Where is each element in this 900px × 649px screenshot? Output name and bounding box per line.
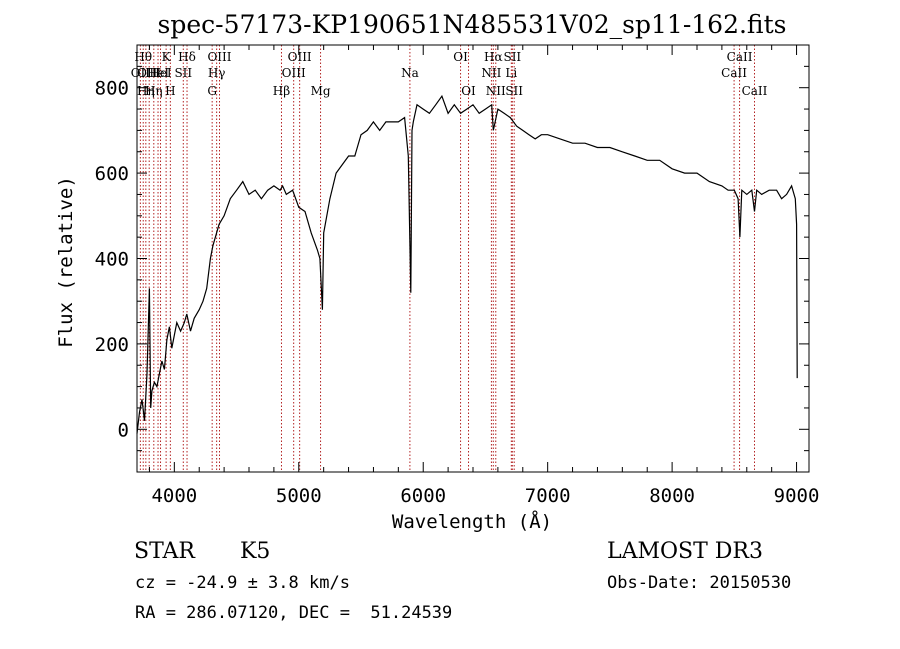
line-label-4: Hη <box>145 84 163 98</box>
object-subclass: K5 <box>240 539 271 564</box>
y-axis-label: Flux (relative) <box>55 176 77 348</box>
line-label-23: NII <box>486 84 506 98</box>
line-label-27: CaII <box>721 66 747 80</box>
line-label-5: HeI <box>147 66 170 80</box>
y-tick-label-400: 400 <box>95 249 129 271</box>
y-tick-label-200: 200 <box>95 334 129 356</box>
line-label-6: HeI <box>149 66 172 80</box>
x-tick-label-4000: 4000 <box>151 485 197 507</box>
line-label-0: OII <box>131 66 151 80</box>
line-label-3: OIII <box>137 66 161 80</box>
x-axis-label: Wavelength (Å) <box>392 510 552 533</box>
line-label-9: SII <box>174 66 192 80</box>
line-label-22: Hα <box>484 50 503 64</box>
line-label-20: OI <box>461 84 476 98</box>
line-label-26: SII <box>505 84 523 98</box>
y-tick-label-600: 600 <box>95 163 129 185</box>
line-label-14: Hβ <box>273 84 290 98</box>
x-tick-label-9000: 9000 <box>774 485 820 507</box>
line-label-12: Hγ <box>208 66 226 80</box>
y-tick-label-0: 0 <box>118 419 129 441</box>
object-class: STAR <box>134 539 195 564</box>
line-label-17: Mg <box>311 84 331 98</box>
line-label-11: G <box>207 84 217 98</box>
line-label-13: OIII <box>207 50 231 64</box>
x-tick-label-5000: 5000 <box>276 485 322 507</box>
axis-ticks: 4000 5000 6000 7000 8000 9000 0 200 400 600 800 <box>95 44 820 507</box>
plot-frame <box>136 44 810 473</box>
x-tick-label-7000: 7000 <box>525 485 571 507</box>
x-tick-label-6000: 6000 <box>400 485 446 507</box>
y-tick-label-800: 800 <box>95 78 129 100</box>
line-label-15: OIII <box>282 66 306 80</box>
line-label-8: H <box>165 84 175 98</box>
line-label-19: OI <box>453 50 468 64</box>
line-label-7: K <box>162 50 172 64</box>
observation-date: Obs-Date: 20150530 <box>607 573 792 593</box>
chart-title: spec-57173-KP190651N485531V02_sp11-162.f… <box>158 10 787 39</box>
line-label-18: Na <box>401 66 419 80</box>
line-label-1: Hθ <box>134 50 152 64</box>
line-label-25: SII <box>503 50 521 64</box>
redshift-value: cz = -24.9 ± 3.8 km/s <box>135 573 350 593</box>
spectral-line-labels: OIIHθHηOIIIHηHeIHeIKHSIIHδGHγOIIIHβOIIIO… <box>131 50 768 98</box>
spectral-line-markers <box>139 45 755 472</box>
line-label-21: NII <box>481 66 501 80</box>
line-label-16: OIII <box>288 50 312 64</box>
survey-name: LAMOST DR3 <box>607 539 763 564</box>
spectrum-line <box>136 94 798 434</box>
line-label-24: Li <box>505 66 517 80</box>
line-label-28: CaII <box>727 50 753 64</box>
coordinates: RA = 286.07120, DEC = 51.24539 <box>135 603 453 623</box>
line-label-29: CaII <box>742 84 768 98</box>
x-tick-label-8000: 8000 <box>649 485 695 507</box>
line-label-10: Hδ <box>178 50 196 64</box>
